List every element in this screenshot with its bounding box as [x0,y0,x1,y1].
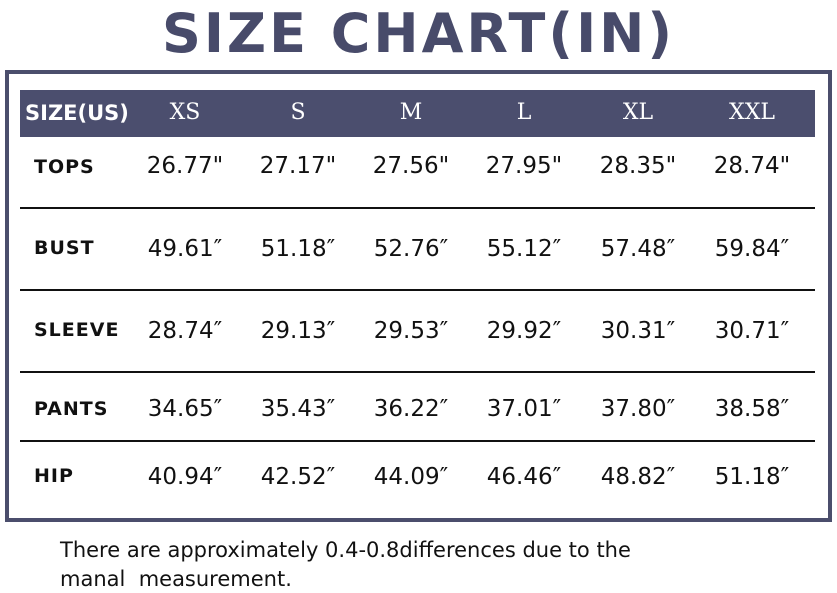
row-separator [20,440,815,442]
row-separator [20,289,815,291]
header-band [20,90,815,137]
footnote: manal measurement. [60,567,292,591]
cell-value: 38.58″ [714,396,790,422]
cell-value: 28.35" [599,153,677,179]
cell-value: 51.18″ [260,236,336,262]
header-cell: XS [169,100,201,125]
cell-value: 29.92″ [486,318,562,344]
cell-value: 36.22″ [373,396,449,422]
cell-value: 27.95" [485,153,563,179]
row-label: BUST [34,237,95,259]
cell-value: 34.65″ [147,396,223,422]
header-cell: SIZE(US) [25,101,129,125]
footnote: There are approximately 0.4-0.8differenc… [60,538,631,562]
cell-value: 29.53″ [373,318,449,344]
row-separator [20,371,815,373]
cell-value: 55.12″ [486,236,562,262]
cell-value: 37.01″ [486,396,562,422]
cell-value: 51.18″ [714,464,790,490]
cell-value: 42.52″ [260,464,336,490]
cell-value: 27.56" [372,153,450,179]
row-label: HIP [34,465,74,487]
cell-value: 40.94″ [147,464,223,490]
header-cell: XXL [729,100,775,125]
cell-value: 35.43″ [260,396,336,422]
title: SIZE CHART(IN) [161,2,676,65]
cell-value: 46.46″ [486,464,562,490]
cell-value: 29.13″ [260,318,336,344]
cell-value: 30.71″ [714,318,790,344]
header-cell: S [290,100,306,125]
cell-value: 28.74" [713,153,791,179]
row-label: PANTS [34,398,109,420]
cell-value: 37.80″ [600,396,676,422]
row-separator [20,207,815,209]
cell-value: 57.48″ [600,236,676,262]
header-cell: L [516,100,532,125]
cell-value: 48.82″ [600,464,676,490]
header-cell: XL [622,100,654,125]
cell-value: 52.76″ [373,236,449,262]
table-frame [5,70,832,522]
cell-value: 44.09″ [373,464,449,490]
cell-value: 49.61″ [147,236,223,262]
cell-value: 30.31″ [600,318,676,344]
row-label: TOPS [34,156,95,178]
header-cell: M [399,100,423,125]
cell-value: 59.84″ [714,236,790,262]
cell-value: 28.74″ [147,318,223,344]
cell-value: 26.77" [146,153,224,179]
cell-value: 27.17" [259,153,337,179]
row-label: SLEEVE [34,319,120,341]
